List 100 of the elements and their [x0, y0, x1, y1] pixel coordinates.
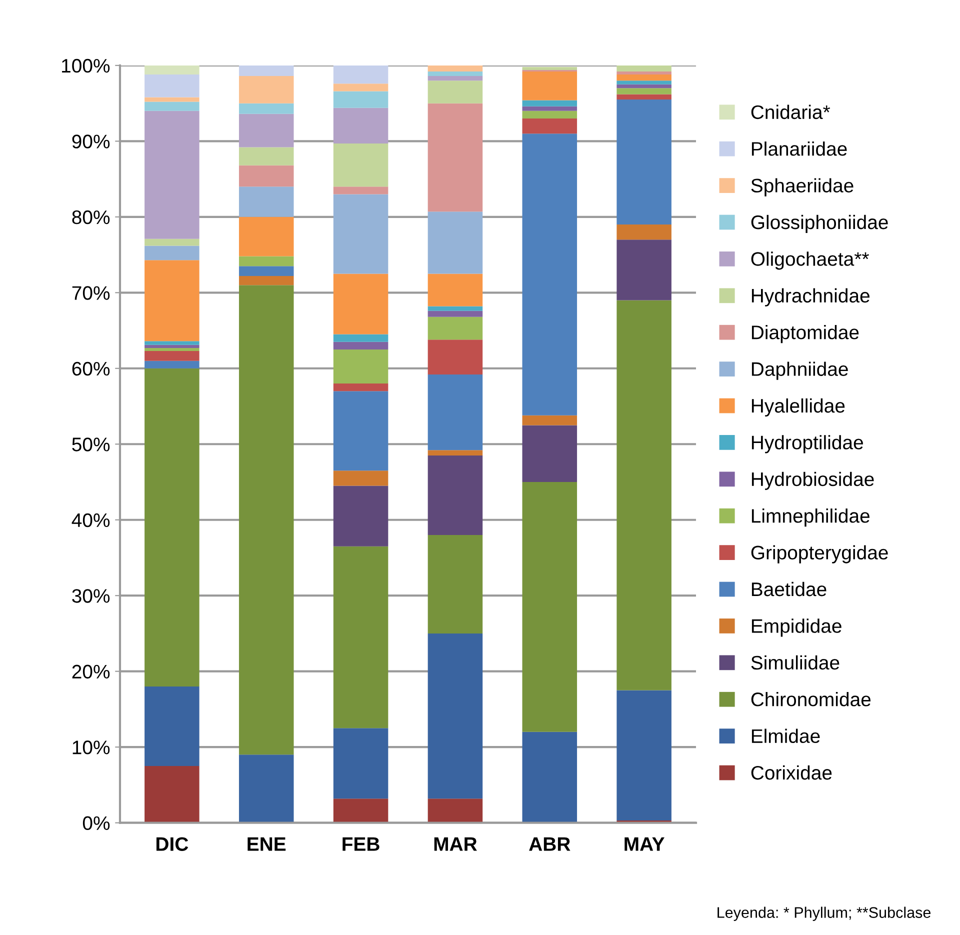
- bar: [428, 310, 483, 317]
- bar: [616, 94, 672, 100]
- x-tick-label: DIC: [156, 837, 188, 851]
- bar: [238, 165, 294, 187]
- bar: [144, 344, 200, 348]
- x-tick-label: MAY: [624, 837, 664, 851]
- y-tick-label: 40%: [72, 513, 110, 528]
- legend-label: Chironomidae: [751, 692, 871, 706]
- bar: [333, 728, 388, 799]
- bar: [616, 74, 672, 81]
- bar: [238, 186, 294, 217]
- bar: [333, 274, 388, 334]
- bar: [144, 348, 200, 351]
- bar: [428, 306, 483, 311]
- legend-label: Daphniidae: [752, 362, 848, 380]
- y-tick-label: 20%: [72, 664, 110, 679]
- legend-label: Cnidaria*: [751, 104, 830, 120]
- bar: [616, 100, 672, 224]
- bar: [333, 349, 388, 384]
- legend-label: Glossiphoniidae: [751, 214, 888, 234]
- y-tick-label: 90%: [72, 134, 110, 148]
- bar: [522, 72, 578, 100]
- bar: [428, 80, 483, 104]
- x-tick-label: MAR: [434, 837, 477, 851]
- legend-label: Planariidae: [752, 142, 847, 156]
- text: Leyenda: * Phyllum; **Subclase: [718, 906, 931, 921]
- x-tick-label: FEB: [342, 837, 380, 851]
- bar: [333, 334, 388, 342]
- bar: [238, 276, 294, 286]
- bar: [238, 256, 294, 266]
- bar: [238, 103, 294, 114]
- bar: [616, 88, 672, 94]
- y-tick-label: 80%: [72, 210, 110, 224]
- bar: [428, 274, 483, 306]
- legend-label: Corixidae: [751, 765, 832, 780]
- y-tick-label: 100%: [62, 58, 110, 73]
- bar: [616, 300, 672, 690]
- bar: [144, 110, 200, 239]
- bar: [238, 216, 294, 256]
- legend-label: Hydrachnidae: [752, 288, 870, 306]
- bar: [616, 84, 672, 88]
- legend-label: Empididae: [752, 618, 842, 637]
- bar: [144, 74, 200, 98]
- legend-label: Hyalellidae: [752, 398, 845, 417]
- bar: [522, 482, 578, 732]
- bar: [333, 84, 388, 92]
- bar: [238, 266, 294, 276]
- bar: [522, 66, 578, 70]
- legend-label: Oligochaeta**: [751, 252, 869, 270]
- bar: [428, 103, 483, 212]
- bar: [428, 455, 483, 536]
- bar: [333, 186, 388, 194]
- bar: [144, 350, 200, 361]
- bar: [144, 238, 200, 246]
- y-tick-label: 0%: [82, 816, 110, 830]
- bar: [333, 798, 388, 823]
- bar: [616, 65, 672, 72]
- bar: [238, 285, 294, 755]
- bar: [428, 535, 483, 634]
- bar: [616, 224, 672, 240]
- bar: [522, 100, 578, 106]
- bar: [144, 65, 200, 75]
- bar: [522, 106, 578, 111]
- bar: [428, 212, 483, 274]
- bar: [428, 76, 483, 81]
- bar: [144, 766, 200, 823]
- bar: [333, 108, 388, 144]
- y-tick-label: 10%: [72, 740, 110, 754]
- legend-label: Sphaeriidae: [751, 178, 854, 196]
- bar: [428, 450, 483, 456]
- bar: [144, 341, 200, 345]
- bar: [333, 342, 388, 350]
- legend-label: Hydrobiosidae: [752, 472, 874, 490]
- bar: [333, 486, 388, 546]
- bar: [144, 686, 200, 766]
- y-tick-label: 50%: [72, 438, 110, 452]
- legend-label: Hydroptilidae: [752, 435, 863, 454]
- bar: [616, 240, 672, 300]
- y-tick-label: 70%: [72, 286, 110, 300]
- bar: [144, 246, 200, 260]
- bar: [522, 415, 578, 426]
- bar: [522, 110, 578, 118]
- bar: [333, 194, 388, 274]
- bar: [428, 316, 483, 340]
- bar: [333, 143, 388, 187]
- legend-label: Limnephilidae: [752, 508, 870, 527]
- y-tick-label: 30%: [72, 589, 110, 603]
- bar: [333, 91, 388, 108]
- bar: [144, 260, 200, 342]
- bar: [616, 690, 672, 821]
- bar: [238, 147, 294, 166]
- bar: [428, 72, 483, 76]
- bar: [428, 65, 483, 72]
- bar: [522, 118, 578, 134]
- bar: [238, 65, 294, 76]
- bar: [333, 470, 388, 486]
- bar: [333, 65, 388, 84]
- bar: [238, 754, 294, 823]
- bar: [333, 384, 388, 392]
- bar: [238, 76, 294, 104]
